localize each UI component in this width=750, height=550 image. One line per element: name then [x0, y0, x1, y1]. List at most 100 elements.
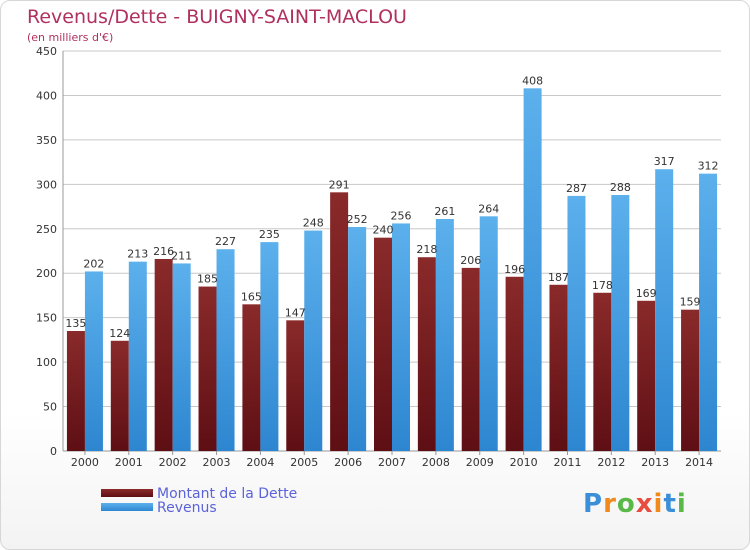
- dette-bar: [505, 276, 524, 451]
- dette-value-label: 135: [65, 317, 86, 330]
- dette-value-label: 165: [241, 290, 262, 303]
- logo-letter: t: [663, 489, 677, 519]
- x-tick-label: 2014: [685, 456, 713, 469]
- y-tick-label: 50: [43, 401, 57, 414]
- revenus-bar: [479, 216, 498, 451]
- x-tick-label: 2009: [466, 456, 494, 469]
- revenus-bar: [172, 263, 191, 451]
- revenus-bar: [567, 195, 586, 451]
- x-tick-label: 2006: [334, 456, 362, 469]
- x-tick-label: 2004: [246, 456, 274, 469]
- dette-legend-swatch: [101, 489, 153, 497]
- revenus-value-label: 317: [654, 155, 675, 168]
- x-tick-label: 2002: [159, 456, 187, 469]
- dette-bar: [198, 286, 217, 451]
- logo-letter: x: [635, 489, 654, 519]
- legend-label: Revenus: [157, 500, 217, 516]
- y-tick-label: 350: [36, 134, 57, 147]
- dette-bar: [417, 257, 436, 451]
- dette-bar: [637, 300, 656, 451]
- dette-bar: [66, 331, 85, 451]
- revenus-value-label: 213: [127, 248, 148, 261]
- x-tick-label: 2007: [378, 456, 406, 469]
- dette-bar: [330, 192, 349, 452]
- chart-title: Revenus/Dette - BUIGNY-SAINT-MACLOU: [27, 6, 407, 28]
- x-tick-label: 2001: [115, 456, 143, 469]
- revenus-bar: [699, 173, 718, 451]
- x-tick-label: 2003: [203, 456, 231, 469]
- y-tick-label: 100: [36, 356, 57, 369]
- y-tick-label: 0: [50, 445, 57, 458]
- revenus-value-label: 408: [522, 74, 543, 87]
- dette-bar: [681, 309, 700, 451]
- dette-value-label: 218: [416, 243, 437, 256]
- bars: [66, 88, 718, 452]
- revenus-bar: [348, 227, 367, 451]
- revenus-bar: [435, 219, 454, 451]
- dette-bar: [549, 284, 568, 451]
- dette-value-label: 124: [109, 327, 130, 340]
- x-tick-label: 2013: [641, 456, 669, 469]
- y-tick-label: 450: [36, 45, 57, 58]
- dette-value-label: 159: [680, 296, 701, 309]
- logo-letter: r: [603, 489, 617, 519]
- proxiti-logo: Proxiti: [583, 489, 687, 519]
- chart-subtitle: (en milliers d'€): [27, 31, 114, 44]
- revenus-value-label: 288: [610, 181, 631, 194]
- y-tick-label: 250: [36, 223, 57, 236]
- dette-value-label: 196: [504, 263, 525, 276]
- revenus-legend-swatch: [101, 503, 153, 511]
- logo-letter: o: [616, 489, 636, 519]
- x-tick-label: 2005: [290, 456, 318, 469]
- y-tick-label: 400: [36, 89, 57, 102]
- revenus-bar: [128, 261, 147, 451]
- revenus-value-label: 264: [478, 202, 499, 215]
- dette-bar: [374, 237, 392, 451]
- dette-bar: [593, 292, 612, 451]
- logo-letter: i: [676, 489, 687, 519]
- revenus-value-label: 235: [259, 228, 280, 241]
- dette-value-label: 216: [153, 245, 174, 258]
- legend-label: Montant de la Dette: [157, 486, 297, 502]
- x-tick-label: 2008: [422, 456, 450, 469]
- revenus-bar: [611, 195, 630, 451]
- dette-value-label: 187: [548, 271, 569, 284]
- revenus-value-label: 252: [347, 213, 368, 226]
- y-tick-label: 200: [36, 267, 57, 280]
- dette-value-label: 185: [197, 273, 218, 286]
- dette-value-label: 147: [285, 306, 306, 319]
- revenus-value-label: 202: [83, 257, 104, 270]
- dette-value-label: 206: [460, 254, 481, 267]
- x-tick-label: 2012: [597, 456, 625, 469]
- revenus-bar: [655, 169, 674, 451]
- dette-value-label: 178: [592, 279, 613, 292]
- y-tick-label: 150: [36, 312, 57, 325]
- logo-letter: P: [583, 489, 604, 519]
- dette-bar: [154, 259, 173, 451]
- dette-bar: [461, 267, 480, 451]
- revenus-bar: [84, 271, 103, 451]
- revenus-value-label: 256: [391, 209, 412, 222]
- dette-value-label: 240: [373, 224, 394, 237]
- revenus-value-label: 312: [698, 160, 719, 173]
- revenus-bar: [523, 88, 542, 451]
- revenus-bar: [392, 223, 410, 451]
- dette-value-label: 169: [636, 287, 657, 300]
- x-tick-label: 2010: [510, 456, 538, 469]
- revenus-value-label: 248: [303, 217, 324, 230]
- revenus-value-label: 227: [215, 235, 236, 248]
- revenus-bar: [304, 230, 323, 451]
- dette-bar: [286, 320, 305, 451]
- revenus-value-label: 261: [434, 205, 455, 218]
- revenus-bar: [260, 242, 279, 451]
- dette-bar: [110, 340, 129, 451]
- x-tick-label: 2000: [71, 456, 99, 469]
- revenus-value-label: 287: [566, 182, 587, 195]
- x-tick-label: 2011: [553, 456, 581, 469]
- dette-bar: [242, 304, 261, 451]
- logo-letter: i: [653, 489, 664, 519]
